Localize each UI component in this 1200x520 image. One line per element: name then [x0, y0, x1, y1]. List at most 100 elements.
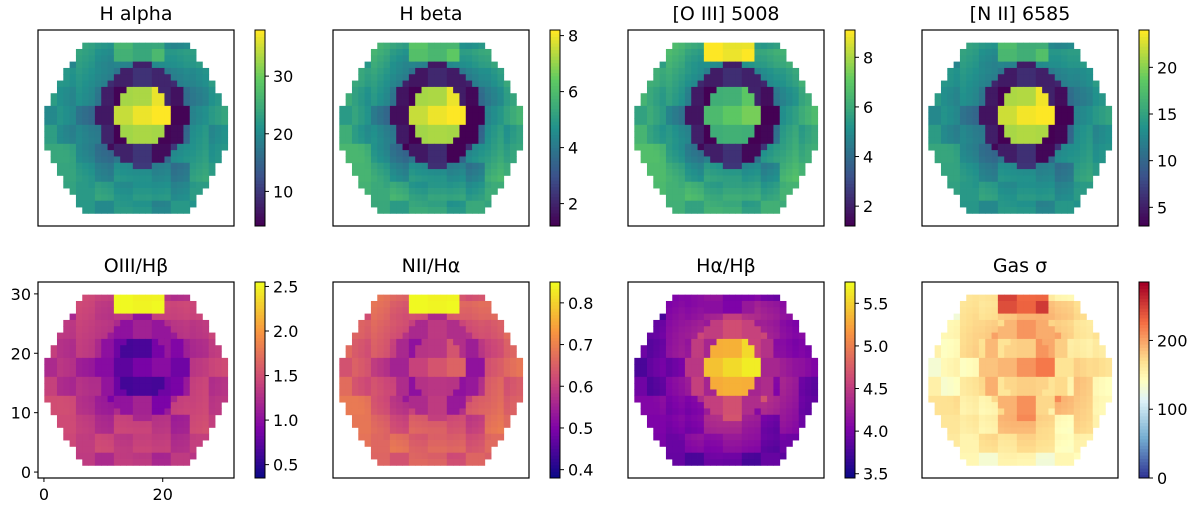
map-frame	[332, 281, 530, 479]
map-pixel	[383, 408, 391, 416]
colorbar-segment	[550, 373, 560, 378]
map-pixel	[491, 169, 498, 176]
map-pixel	[484, 389, 492, 397]
map-pixel	[1061, 61, 1068, 69]
map-pixel	[120, 338, 127, 346]
map-pixel	[446, 150, 454, 157]
map-pixel	[703, 294, 711, 302]
map-pixel	[710, 326, 717, 333]
map-pixel	[208, 162, 216, 170]
map-pixel	[459, 124, 467, 132]
colorbar-segment	[1139, 65, 1149, 70]
map-pixel	[779, 169, 787, 176]
map-pixel	[120, 55, 127, 63]
map-pixel	[107, 86, 115, 94]
map-pixel	[678, 433, 686, 441]
map-pixel	[691, 99, 698, 107]
map-pixel	[516, 118, 524, 126]
map-pixel	[472, 55, 479, 63]
map-pixel	[767, 300, 774, 308]
map-pixel	[408, 175, 416, 183]
map-pixel	[440, 156, 448, 164]
map-pixel	[196, 74, 203, 81]
map-pixel	[145, 156, 153, 164]
map-pixel	[1023, 188, 1030, 195]
map-pixel	[1042, 162, 1049, 170]
map-pixel	[798, 156, 806, 164]
colorbar-segment	[845, 147, 855, 152]
map-pixel	[145, 169, 153, 176]
map-pixel	[653, 414, 661, 422]
map-pixel	[364, 383, 372, 390]
map-pixel	[1080, 93, 1087, 100]
colorbar-segment	[550, 82, 560, 87]
map-pixel	[805, 351, 812, 359]
map-pixel	[767, 112, 774, 119]
map-pixel	[748, 338, 755, 346]
map-pixel	[978, 124, 986, 132]
map-pixel	[44, 370, 52, 378]
colorbar-segment	[845, 36, 855, 41]
map-pixel	[1010, 156, 1018, 164]
map-pixel	[684, 105, 692, 113]
map-pixel	[678, 105, 686, 113]
colorbar-tick-label: 4	[568, 139, 578, 158]
map-pixel	[202, 433, 210, 441]
map-pixel	[151, 118, 159, 126]
map-pixel	[748, 307, 755, 315]
map-pixel	[653, 421, 661, 428]
map-pixel	[653, 137, 661, 145]
map-pixel	[516, 143, 524, 151]
colorbar-segment	[845, 196, 855, 201]
map-pixel	[805, 131, 812, 138]
map-pixel	[139, 427, 146, 435]
map-pixel	[697, 99, 705, 107]
map-pixel	[402, 402, 410, 409]
map-pixel	[164, 307, 172, 315]
map-pixel	[145, 389, 153, 397]
map-pixel	[684, 326, 692, 333]
map-pixel	[472, 150, 479, 157]
map-pixel	[1099, 137, 1106, 145]
map-pixel	[75, 357, 83, 365]
map-pixel	[151, 319, 159, 327]
colorbar-segment	[255, 111, 265, 116]
colorbar-segment	[1139, 105, 1149, 109]
map-pixel	[415, 351, 422, 359]
map-pixel	[748, 319, 755, 327]
colorbar-segment	[255, 288, 265, 293]
map-pixel	[767, 86, 774, 94]
map-pixel	[703, 124, 711, 132]
map-pixel	[139, 402, 146, 409]
map-pixel	[107, 351, 115, 359]
map-pixel	[415, 357, 422, 365]
colorbar-segment	[550, 366, 560, 371]
map-pixel	[684, 131, 692, 138]
map-pixel	[779, 440, 787, 447]
map-pixel	[465, 200, 473, 208]
map-pixel	[754, 200, 762, 208]
map-pixel	[779, 351, 787, 359]
map-pixel	[183, 395, 191, 403]
map-pixel	[408, 181, 416, 189]
map-pixel	[798, 124, 806, 132]
map-pixel	[421, 200, 429, 208]
map-pixel	[358, 112, 366, 119]
map-pixel	[729, 402, 736, 409]
map-pixel	[389, 338, 397, 346]
map-pixel	[697, 383, 705, 390]
map-pixel	[427, 131, 435, 138]
map-pixel	[107, 143, 115, 151]
colorbar-segment	[255, 75, 265, 80]
map-pixel	[113, 86, 121, 94]
map-pixel	[985, 42, 992, 50]
map-pixel	[1092, 112, 1100, 119]
map-pixel	[1029, 188, 1037, 195]
map-pixel	[69, 421, 77, 428]
colorbar-segment	[255, 451, 265, 456]
map-pixel	[126, 370, 134, 378]
map-pixel	[183, 364, 191, 371]
map-pixel	[722, 118, 730, 126]
map-pixel	[640, 137, 648, 145]
map-pixel	[710, 207, 717, 214]
